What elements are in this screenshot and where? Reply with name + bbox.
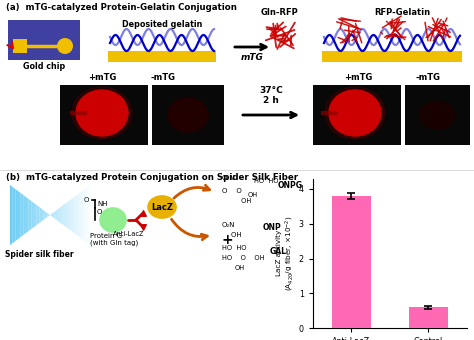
Ellipse shape: [419, 101, 455, 129]
Text: HO  HO: HO HO: [254, 178, 279, 184]
Bar: [13, 39, 27, 53]
Text: OH: OH: [248, 192, 258, 198]
Y-axis label: LacZ activity
(A$_{420}$/g fiber, ×10$^{-2}$): LacZ activity (A$_{420}$/g fiber, ×10$^{…: [276, 216, 296, 291]
Text: Gln-RFP: Gln-RFP: [261, 8, 299, 17]
Polygon shape: [23, 195, 26, 235]
Ellipse shape: [148, 196, 176, 218]
Polygon shape: [39, 207, 42, 223]
Bar: [108, 51, 216, 62]
Bar: [332, 196, 371, 328]
Bar: [409, 307, 447, 328]
Polygon shape: [34, 203, 36, 227]
Ellipse shape: [168, 98, 208, 132]
Text: +: +: [222, 233, 234, 247]
Polygon shape: [50, 213, 53, 217]
Bar: [322, 51, 462, 62]
Polygon shape: [53, 211, 55, 219]
Text: +mTG: +mTG: [88, 73, 116, 82]
Ellipse shape: [76, 90, 128, 136]
Bar: [152, 85, 224, 145]
Text: Gold chip: Gold chip: [23, 62, 65, 71]
Ellipse shape: [329, 90, 381, 136]
Text: OH: OH: [235, 265, 245, 271]
Polygon shape: [42, 209, 45, 221]
Text: (b)  mTG-catalyzed Protein Conjugation on Spider Silk Fiber: (b) mTG-catalyzed Protein Conjugation on…: [6, 173, 298, 182]
Polygon shape: [21, 193, 23, 237]
Polygon shape: [64, 203, 66, 227]
Bar: [60, 85, 148, 145]
Text: HO    O    OH: HO O OH: [222, 255, 264, 261]
Text: O: O: [97, 209, 102, 215]
Text: Spider silk fiber: Spider silk fiber: [5, 250, 73, 259]
Polygon shape: [58, 207, 61, 223]
Polygon shape: [10, 185, 13, 245]
Polygon shape: [28, 199, 31, 231]
Text: Anti-LacZ: Anti-LacZ: [113, 231, 145, 237]
Polygon shape: [26, 197, 28, 233]
Bar: [8, 20, 80, 60]
Ellipse shape: [100, 208, 126, 232]
Polygon shape: [69, 199, 71, 231]
Text: O₂N: O₂N: [222, 175, 236, 181]
Polygon shape: [66, 201, 69, 229]
Ellipse shape: [72, 87, 132, 139]
Polygon shape: [71, 197, 74, 233]
Polygon shape: [13, 187, 15, 243]
Bar: [405, 85, 470, 145]
Text: GAL: GAL: [270, 248, 287, 256]
Text: O: O: [83, 197, 89, 203]
Text: 37°C
2 h: 37°C 2 h: [259, 86, 283, 105]
Text: HO  HO: HO HO: [222, 245, 246, 251]
Polygon shape: [31, 201, 34, 229]
Point: [139, 210, 147, 216]
Text: RFP-Gelatin: RFP-Gelatin: [374, 8, 430, 17]
Text: ONPG: ONPG: [278, 181, 303, 189]
Ellipse shape: [325, 87, 385, 139]
Text: -mTG: -mTG: [416, 73, 440, 82]
Polygon shape: [79, 191, 82, 239]
Text: O₂N: O₂N: [222, 222, 236, 228]
Text: OH: OH: [222, 232, 242, 238]
Polygon shape: [45, 211, 47, 219]
Text: ONP: ONP: [263, 222, 282, 232]
Text: Deposited gelatin: Deposited gelatin: [122, 20, 202, 29]
Text: (a)  mTG-catalyzed Protein-Gelatin Conjugation: (a) mTG-catalyzed Protein-Gelatin Conjug…: [6, 3, 237, 12]
Bar: [313, 85, 401, 145]
Text: LacZ: LacZ: [151, 203, 173, 211]
Text: +mTG: +mTG: [344, 73, 372, 82]
Text: Protein G
(with Gln tag): Protein G (with Gln tag): [90, 233, 138, 246]
Text: -mTG: -mTG: [151, 73, 175, 82]
Circle shape: [57, 38, 73, 54]
Text: mTG: mTG: [241, 53, 264, 62]
Polygon shape: [18, 191, 21, 239]
Polygon shape: [36, 205, 39, 225]
Polygon shape: [55, 209, 58, 221]
Polygon shape: [85, 187, 87, 243]
Text: NH: NH: [97, 201, 108, 207]
Text: O    O: O O: [222, 188, 242, 194]
Polygon shape: [15, 189, 18, 241]
Polygon shape: [77, 193, 79, 237]
Point: [139, 224, 147, 230]
Polygon shape: [82, 189, 85, 241]
Polygon shape: [47, 213, 50, 217]
Text: OH: OH: [222, 198, 251, 204]
Polygon shape: [61, 205, 64, 225]
Polygon shape: [74, 195, 77, 235]
